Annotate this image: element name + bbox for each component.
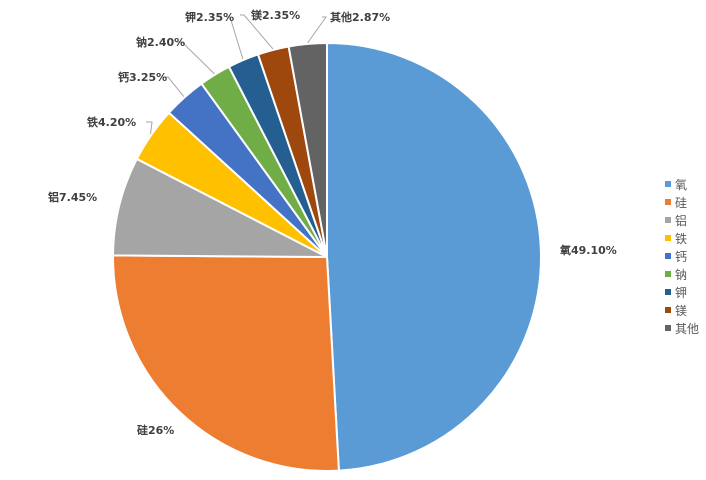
data-label-4: 钙3.25%	[118, 70, 167, 84]
leader-line-5	[176, 41, 215, 75]
leader-line-8	[307, 16, 327, 44]
data-label-6: 钾2.35%	[185, 10, 234, 24]
data-label-0: 氧49.10%	[559, 243, 617, 257]
leader-line-6	[226, 16, 244, 60]
pie-slice-8	[287, 41, 328, 258]
legend-entry-5: 钠	[675, 267, 687, 282]
legend-swatch-8	[665, 325, 671, 331]
legend-swatch-0	[665, 181, 671, 187]
pie-slice-1	[112, 254, 340, 472]
legend-entry-8: 其他	[675, 322, 699, 336]
pie-slice-2	[111, 157, 328, 258]
legend-swatch-4	[665, 253, 671, 259]
data-label-5: 钠2.40%	[136, 35, 185, 49]
legend-entry-0: 氧	[675, 178, 687, 192]
legend-swatch-3	[665, 235, 671, 241]
legend-swatch-1	[665, 199, 671, 205]
leader-line-3	[146, 121, 153, 135]
data-label-2: 铝7.45%	[48, 190, 97, 204]
leader-line-4	[162, 76, 185, 97]
legend-swatch-6	[665, 289, 671, 295]
legend-entry-6: 钾	[675, 286, 687, 300]
legend-entry-2: 铝	[675, 213, 687, 228]
legend-swatch-5	[665, 271, 671, 277]
data-label-7: 镁2.35%	[251, 8, 300, 22]
legend-swatch-2	[665, 217, 671, 223]
data-label-3: 铁4.20%	[87, 115, 136, 129]
leader-line-7	[240, 14, 274, 50]
legend-swatch-7	[665, 307, 671, 313]
legend-entry-7: 镁	[675, 304, 687, 318]
legend-entry-4: 钙	[675, 250, 687, 264]
data-label-1: 硅26%	[137, 423, 174, 437]
legend-entry-1: 硅	[675, 196, 687, 210]
pie-slice-0	[326, 41, 542, 472]
data-label-8: 其他2.87%	[330, 10, 390, 24]
legend-entry-3: 铁	[675, 232, 687, 246]
